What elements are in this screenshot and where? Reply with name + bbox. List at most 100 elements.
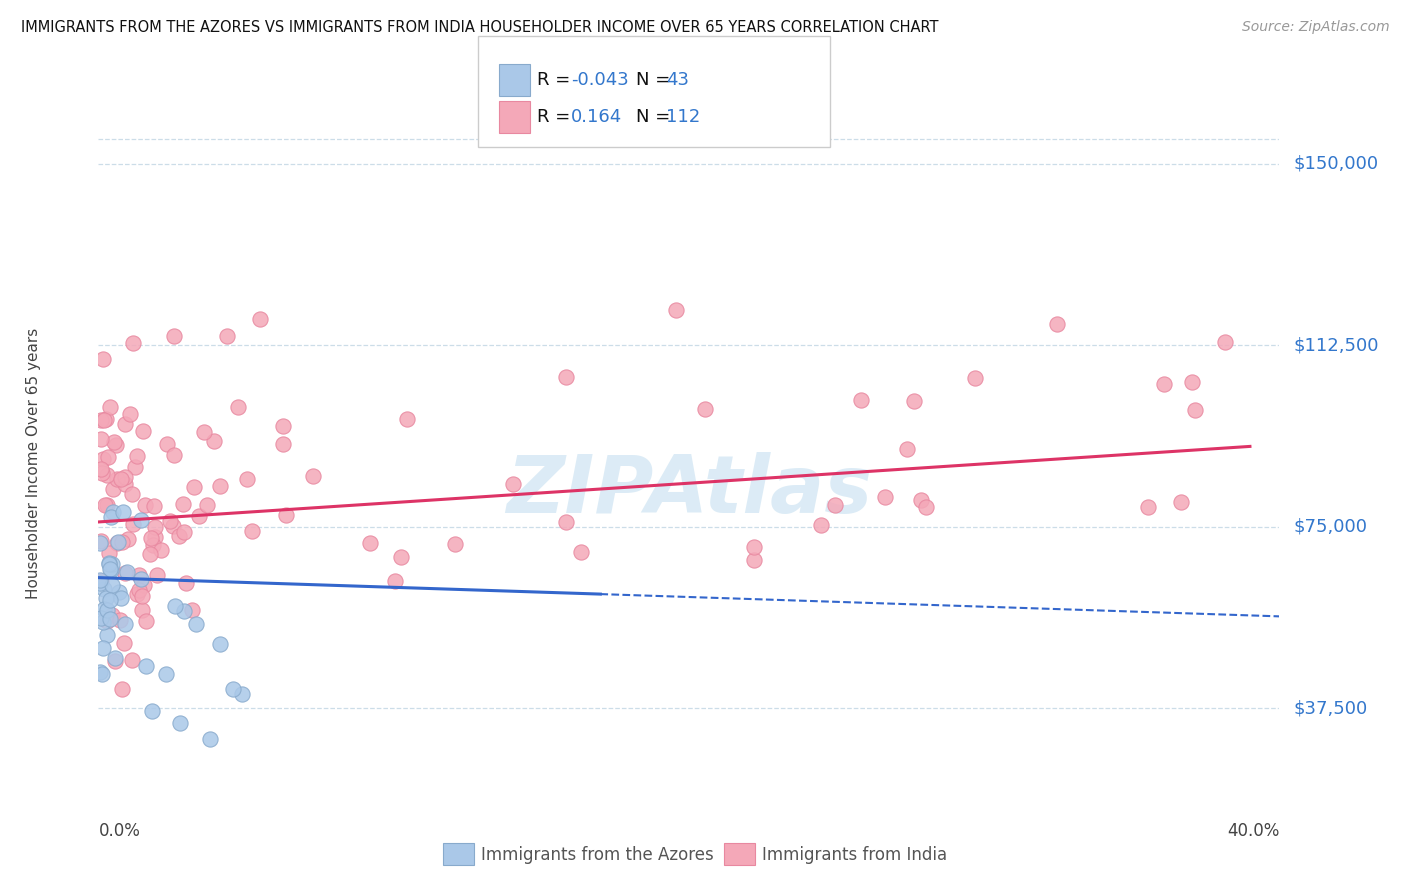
Point — [384, 574, 406, 588]
Point — [103, 434, 125, 449]
Point — [107, 585, 129, 599]
Point — [742, 540, 765, 554]
Point — [104, 650, 127, 665]
Point — [359, 536, 381, 550]
Point — [114, 616, 136, 631]
Point — [89, 573, 111, 587]
Point — [145, 530, 167, 544]
Point — [125, 449, 148, 463]
Point — [91, 351, 114, 366]
Point — [89, 665, 111, 680]
Point — [121, 487, 143, 501]
Point — [98, 612, 121, 626]
Point — [569, 545, 592, 559]
Point — [108, 613, 131, 627]
Point — [271, 419, 294, 434]
Point — [132, 424, 155, 438]
Point — [121, 335, 143, 350]
Point — [105, 536, 128, 550]
Point — [502, 476, 524, 491]
Point — [169, 715, 191, 730]
Point — [903, 394, 925, 409]
Point — [1181, 376, 1204, 390]
Point — [138, 547, 160, 561]
Point — [240, 524, 263, 539]
Point — [142, 538, 165, 552]
Point — [124, 460, 146, 475]
Point — [187, 509, 209, 524]
Point — [274, 508, 297, 522]
Text: Immigrants from India: Immigrants from India — [762, 846, 948, 863]
Point — [96, 467, 118, 482]
Point — [131, 603, 153, 617]
Point — [129, 513, 152, 527]
Point — [149, 542, 172, 557]
Point — [111, 534, 134, 549]
Point — [1136, 500, 1159, 515]
Point — [235, 472, 257, 486]
Point — [101, 578, 124, 592]
Point — [96, 498, 118, 512]
Point — [128, 568, 150, 582]
Point — [824, 498, 846, 512]
Point — [174, 575, 197, 590]
Point — [146, 567, 169, 582]
Text: Source: ZipAtlas.com: Source: ZipAtlas.com — [1241, 20, 1389, 34]
Point — [139, 531, 162, 545]
Point — [183, 480, 205, 494]
Point — [202, 434, 225, 449]
Point — [963, 371, 986, 385]
Point — [90, 533, 112, 548]
Point — [896, 442, 918, 456]
Point — [132, 578, 155, 592]
Point — [172, 497, 194, 511]
Point — [110, 682, 132, 697]
Point — [1184, 403, 1206, 417]
Text: N =: N = — [636, 71, 675, 89]
Point — [162, 519, 184, 533]
Point — [145, 520, 167, 534]
Text: 112: 112 — [666, 108, 700, 126]
Point — [110, 472, 132, 486]
Point — [163, 449, 186, 463]
Point — [249, 312, 271, 326]
Point — [100, 563, 122, 577]
Text: Householder Income Over 65 years: Householder Income Over 65 years — [25, 328, 41, 599]
Point — [200, 732, 222, 747]
Point — [169, 529, 191, 543]
Point — [810, 517, 832, 532]
Point — [1213, 334, 1236, 349]
Text: $112,500: $112,500 — [1294, 336, 1379, 354]
Point — [104, 654, 127, 668]
Text: R =: R = — [537, 108, 576, 126]
Point — [98, 401, 121, 415]
Point — [107, 534, 129, 549]
Point — [128, 583, 150, 598]
Text: $75,000: $75,000 — [1294, 517, 1368, 536]
Point — [444, 537, 467, 551]
Text: 40.0%: 40.0% — [1227, 822, 1279, 840]
Point — [104, 438, 127, 452]
Text: N =: N = — [636, 108, 675, 126]
Point — [231, 687, 253, 701]
Point — [159, 515, 181, 529]
Point — [117, 532, 139, 546]
Point — [1153, 376, 1175, 391]
Text: 0.164: 0.164 — [571, 108, 621, 126]
Point — [101, 482, 124, 496]
Point — [91, 467, 114, 481]
Text: IMMIGRANTS FROM THE AZORES VS IMMIGRANTS FROM INDIA HOUSEHOLDER INCOME OVER 65 Y: IMMIGRANTS FROM THE AZORES VS IMMIGRANTS… — [21, 20, 939, 35]
Text: Immigrants from the Azores: Immigrants from the Azores — [481, 846, 714, 863]
Point — [101, 608, 124, 623]
Point — [135, 614, 157, 628]
Point — [97, 546, 120, 560]
Point — [391, 550, 413, 565]
Point — [90, 611, 112, 625]
Point — [915, 500, 938, 515]
Point — [93, 582, 115, 597]
Point — [129, 572, 152, 586]
Point — [165, 599, 187, 613]
Point — [89, 536, 111, 550]
Point — [114, 477, 136, 491]
Point — [395, 411, 418, 425]
